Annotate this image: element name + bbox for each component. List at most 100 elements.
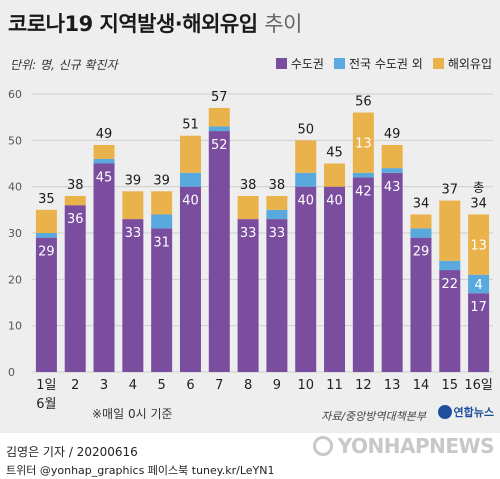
bar-value-label: 17 xyxy=(470,300,487,315)
bar-value-label: 22 xyxy=(442,277,459,292)
bar-segment-imported xyxy=(93,144,115,159)
y-tick-label: 20 xyxy=(8,273,22,286)
x-tick-label: 11 xyxy=(326,378,343,393)
x-tick-label: 13 xyxy=(384,378,401,393)
bar-segment-imported xyxy=(266,195,288,210)
bar-value-label: 31 xyxy=(153,235,170,250)
bar-value-label: 45 xyxy=(96,171,113,186)
bar-total-label: 50 xyxy=(297,122,314,137)
reporter-credit: 김영은 기자 / 20200616 xyxy=(6,445,138,459)
stacked-bar-chart: 010203040506029351일363824549333394313954… xyxy=(8,88,493,412)
watermark-text: YONHAPNEWS xyxy=(337,434,495,458)
legend-label-imported: 해외유입 xyxy=(447,57,492,71)
y-tick-label: 60 xyxy=(8,88,22,101)
x-tick-label: 7 xyxy=(215,378,223,393)
bar-segment-imported xyxy=(179,135,201,173)
bar-value-label: 43 xyxy=(384,180,401,195)
y-tick-label: 30 xyxy=(8,227,22,240)
bar-segment-capital xyxy=(381,172,403,372)
bar-value-label: 33 xyxy=(240,226,257,241)
month-label: 6월 xyxy=(36,397,56,412)
bar-segment-label: 13 xyxy=(355,137,372,152)
chart-title-main: 코로나19 지역발생·해외유입 xyxy=(8,12,258,36)
unit-label: 단위: 명, 신규 확진자 xyxy=(10,58,118,72)
footnote: ※매일 0시 기준 xyxy=(92,407,173,421)
bar-segment-imported xyxy=(151,191,173,215)
bar-value-label: 33 xyxy=(269,226,286,241)
x-tick-label: 10 xyxy=(297,378,314,393)
bar-total-label: 49 xyxy=(96,127,113,142)
bar-segment-non-capital xyxy=(93,158,115,164)
legend: 수도권 전국 수도권 외 해외유입 xyxy=(275,55,492,72)
bar-segment-label: 4 xyxy=(474,278,482,293)
bar-total-label: 38 xyxy=(240,178,257,193)
bar-total-label: 51 xyxy=(182,118,199,133)
bar-segment-non-capital xyxy=(381,168,403,173)
brand-logo-icon xyxy=(437,405,452,419)
x-tick-label: 14 xyxy=(413,378,430,393)
y-tick-label: 40 xyxy=(8,181,22,194)
bar-segment-non-capital xyxy=(208,126,230,132)
source-label: 자료/중앙방역대책본부 xyxy=(321,410,426,423)
bar-value-label: 36 xyxy=(67,212,84,227)
legend-swatch-non-capital xyxy=(333,58,345,69)
chart-title-sub: 추이 xyxy=(264,12,302,36)
bar-segment-capital xyxy=(122,219,144,372)
bar-segment-imported xyxy=(410,214,432,229)
social-credit: 트위터 @yonhap_graphics 페이스북 tuney.kr/LeYN1 xyxy=(6,464,275,477)
bar-total-label: 37 xyxy=(442,183,459,198)
x-tick-label: 2 xyxy=(71,378,79,393)
bar-segment-capital xyxy=(468,293,490,372)
bar-segment-imported xyxy=(208,107,230,127)
bar-total-label: 34 xyxy=(413,196,430,211)
bar-total-label: 38 xyxy=(67,178,84,193)
bar-value-label: 42 xyxy=(355,184,372,199)
bar-segment-imported xyxy=(352,112,374,173)
x-tick-label: 3 xyxy=(100,378,108,393)
x-tick-label: 1일 xyxy=(36,378,56,393)
bar-segment-imported xyxy=(324,163,346,187)
watermark: YONHAPNEWS xyxy=(312,434,495,458)
bar-value-label: 29 xyxy=(413,245,430,260)
bar-segment-imported xyxy=(237,195,259,220)
legend-swatch-imported xyxy=(432,58,444,69)
chart-title: 코로나19 지역발생·해외유입 추이 xyxy=(8,8,302,38)
bar-segment-capital xyxy=(410,237,432,372)
legend-item-non-capital: 전국 수도권 외 xyxy=(333,55,423,72)
bar-segment-non-capital xyxy=(35,233,57,238)
brand-logo: 연합뉴스 xyxy=(437,404,494,420)
bar-value-label: 29 xyxy=(38,245,55,260)
x-tick-label: 9 xyxy=(273,378,281,393)
bar-segment-non-capital xyxy=(266,209,288,220)
bar-segment-imported xyxy=(35,209,57,233)
x-tick-label: 8 xyxy=(244,378,252,393)
bar-segment-non-capital xyxy=(179,172,201,187)
bar-segment-capital xyxy=(324,186,346,372)
bar-segment-capital xyxy=(151,228,173,372)
bar-total-label: 38 xyxy=(269,178,286,193)
bar-segment-imported xyxy=(122,191,144,220)
bar-total-label: 39 xyxy=(125,173,142,188)
y-tick-label: 50 xyxy=(8,134,22,147)
bar-total-label: 35 xyxy=(38,192,55,207)
bar-segment-imported xyxy=(381,144,403,169)
bar-segment-non-capital xyxy=(410,228,432,238)
bar-total-prefix: 총 xyxy=(473,180,484,194)
bar-segment-capital xyxy=(266,219,288,372)
legend-item-capital: 수도권 xyxy=(275,55,324,72)
bar-total-label: 39 xyxy=(153,173,170,188)
bar-segment-imported xyxy=(439,200,461,261)
bar-segment-capital xyxy=(237,219,259,372)
bar-segment-imported xyxy=(295,140,317,173)
bar-value-label: 40 xyxy=(326,194,343,209)
bar-value-label: 40 xyxy=(297,194,314,209)
bar-segment-capital xyxy=(295,186,317,372)
bar-segment-capital xyxy=(179,186,201,372)
bar-segment-capital xyxy=(208,131,230,372)
bar-segment-imported xyxy=(468,214,490,275)
bar-segment-non-capital xyxy=(352,172,374,178)
bar-total-label: 45 xyxy=(326,146,343,161)
bar-segment-capital xyxy=(35,237,57,372)
bar-segment-capital xyxy=(439,270,461,372)
bar-value-label: 52 xyxy=(211,138,228,153)
